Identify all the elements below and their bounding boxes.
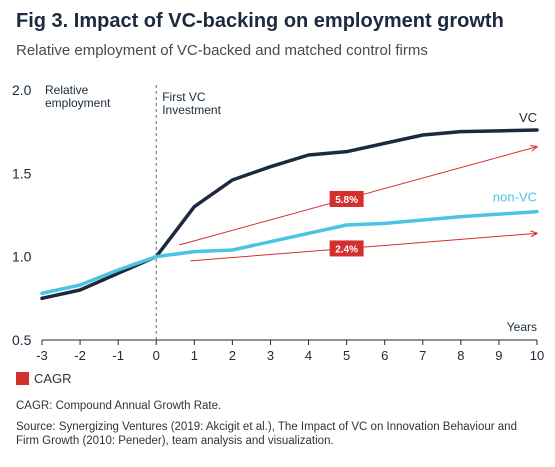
x-axis-label: Years <box>507 320 537 334</box>
series-label-non-vc: non-VC <box>493 190 537 205</box>
source-note: Source: Synergizing Ventures (2019: Akci… <box>16 421 517 447</box>
chart-title: Fig 3. Impact of VC-backing on employmen… <box>16 10 504 32</box>
legend-label-cagr: CAGR <box>34 371 72 386</box>
x-tick-label: 9 <box>495 348 502 363</box>
y-axis-label: employment <box>45 96 111 110</box>
footnote: CAGR: Compound Annual Growth Rate. <box>16 400 222 412</box>
y-tick-label: 2.0 <box>12 82 32 98</box>
y-tick-label: 1.0 <box>12 249 32 265</box>
x-tick-label: 7 <box>419 348 426 363</box>
y-tick-label: 1.5 <box>12 165 32 181</box>
x-tick-label: 8 <box>457 348 464 363</box>
series-line-vc <box>40 128 539 301</box>
x-tick-label: 2 <box>229 348 236 363</box>
cagr-label: 5.8% <box>335 195 358 206</box>
x-tick-label: -2 <box>74 348 86 363</box>
legend-swatch-cagr <box>16 372 29 385</box>
cagr-label-box <box>329 240 364 257</box>
x-tick-label: 3 <box>267 348 274 363</box>
x-tick-label: 10 <box>530 348 544 363</box>
chart-subtitle: Relative employment of VC-backed and mat… <box>16 42 428 59</box>
cagr-label-box <box>329 190 364 207</box>
series-line-non-vc <box>40 209 539 296</box>
x-tick-label: 4 <box>305 348 312 363</box>
x-tick-label: 0 <box>153 348 160 363</box>
x-tick-label: 5 <box>343 348 350 363</box>
legend: CAGR <box>16 371 72 386</box>
x-tick-label: 1 <box>191 348 198 363</box>
x-tick-label: 6 <box>381 348 388 363</box>
event-label: Investment <box>162 103 221 117</box>
y-tick-label: 0.5 <box>12 332 32 348</box>
cagr-trend-arrow <box>190 233 538 262</box>
x-tick-label: -1 <box>112 348 124 363</box>
cagr-label: 2.4% <box>335 244 358 255</box>
series-label-vc: VC <box>519 110 537 125</box>
y-axis-label: Relative <box>45 83 89 97</box>
x-tick-label: -3 <box>36 348 48 363</box>
event-label: First VC <box>162 90 206 104</box>
